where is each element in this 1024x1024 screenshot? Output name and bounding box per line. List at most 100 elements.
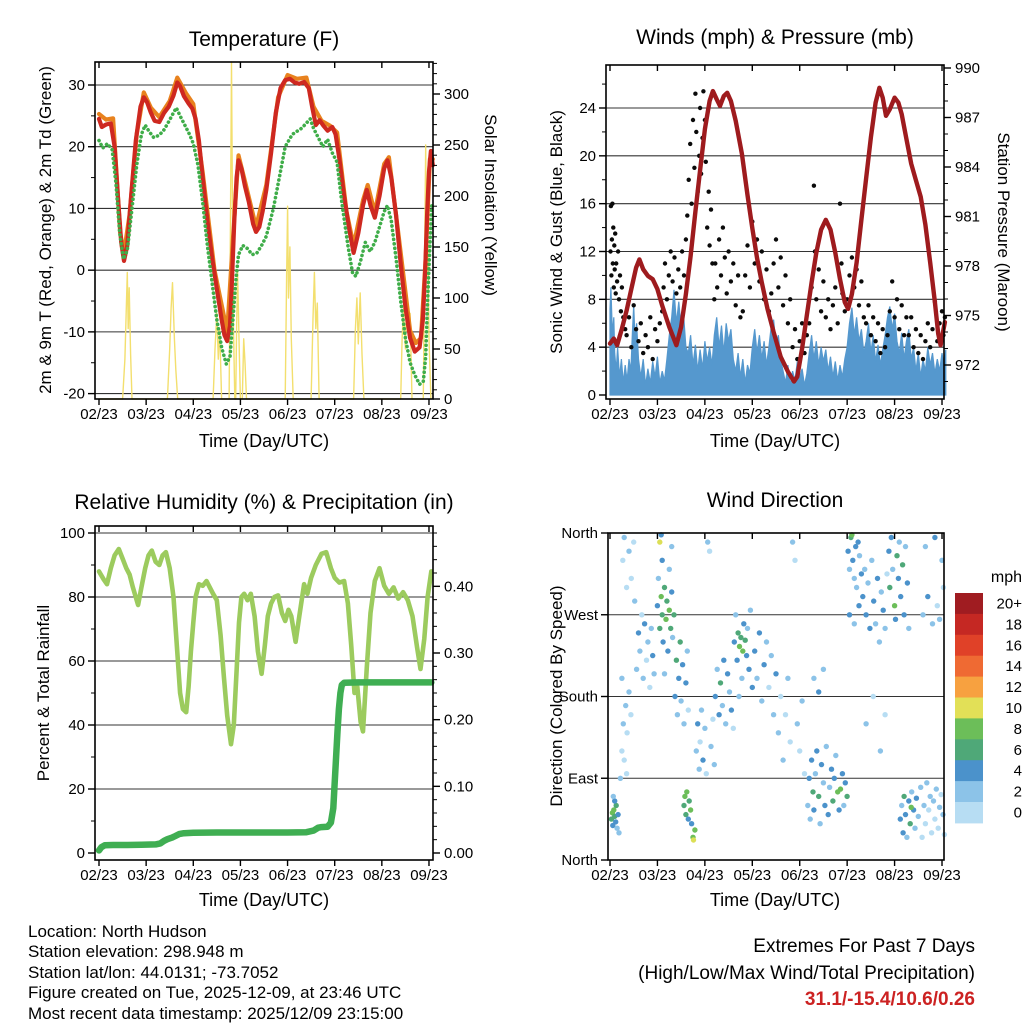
svg-text:100: 100 bbox=[444, 290, 469, 307]
svg-text:0.10: 0.10 bbox=[444, 778, 473, 795]
temperature-ylabel-right: Solar Insolation (Yellow) bbox=[481, 114, 500, 296]
winds-ylabel-left: Sonic Wind & Gust (Blue, Black) bbox=[547, 110, 566, 354]
svg-text:60: 60 bbox=[68, 653, 85, 670]
svg-text:-10: -10 bbox=[63, 324, 85, 341]
wind-direction-title: Wind Direction bbox=[706, 489, 844, 512]
svg-text:975: 975 bbox=[955, 308, 980, 325]
svg-text:05/23: 05/23 bbox=[222, 867, 260, 884]
svg-text:0: 0 bbox=[588, 387, 596, 404]
svg-text:16: 16 bbox=[579, 196, 596, 213]
svg-text:06/23: 06/23 bbox=[781, 406, 819, 423]
svg-text:04/23: 04/23 bbox=[686, 406, 724, 423]
svg-text:981: 981 bbox=[955, 209, 980, 226]
svg-text:14: 14 bbox=[1005, 658, 1022, 675]
svg-text:0.00: 0.00 bbox=[444, 845, 473, 862]
svg-text:150: 150 bbox=[444, 239, 469, 256]
svg-text:-20: -20 bbox=[63, 386, 85, 403]
svg-text:10: 10 bbox=[68, 200, 85, 217]
svg-text:990: 990 bbox=[955, 60, 980, 77]
svg-text:06/23: 06/23 bbox=[269, 406, 307, 423]
svg-text:8: 8 bbox=[1014, 721, 1022, 738]
svg-text:07/23: 07/23 bbox=[828, 867, 866, 884]
svg-text:02/23: 02/23 bbox=[80, 406, 118, 423]
svg-text:05/23: 05/23 bbox=[734, 406, 772, 423]
svg-text:100: 100 bbox=[60, 525, 85, 542]
temperature-xlabel: Time (Day/UTC) bbox=[198, 431, 330, 451]
winds-ylabel-right: Station Pressure (Maroon) bbox=[994, 132, 1013, 332]
svg-text:250: 250 bbox=[444, 137, 469, 154]
svg-text:06/23: 06/23 bbox=[781, 867, 819, 884]
svg-text:02/23: 02/23 bbox=[591, 406, 629, 423]
extremes-subtitle: (High/Low/Max Wind/Total Precipitation) bbox=[638, 962, 975, 984]
svg-text:West: West bbox=[564, 607, 599, 624]
svg-text:20: 20 bbox=[68, 139, 85, 156]
svg-text:40: 40 bbox=[68, 717, 85, 734]
svg-text:20+: 20+ bbox=[997, 596, 1023, 613]
extremes-block: Extremes For Past 7 Days (High/Low/Max W… bbox=[638, 934, 975, 1014]
svg-text:02/23: 02/23 bbox=[80, 867, 118, 884]
svg-text:2: 2 bbox=[1014, 784, 1022, 801]
humidity-xlabel: Time (Day/UTC) bbox=[198, 890, 330, 910]
footer-latlon: Station lat/lon: 44.0131; -73.7052 bbox=[28, 962, 279, 982]
svg-text:4: 4 bbox=[588, 339, 596, 356]
svg-text:07/23: 07/23 bbox=[828, 406, 866, 423]
svg-text:984: 984 bbox=[955, 159, 980, 176]
humidity-precip-title: Relative Humidity (%) & Precipitation (i… bbox=[74, 491, 454, 514]
temperature-ylabel-left: 2m & 9m T (Red, Orange) & 2m Td (Green) bbox=[36, 66, 55, 394]
svg-text:North: North bbox=[561, 525, 598, 542]
svg-text:24: 24 bbox=[579, 100, 596, 117]
svg-text:12: 12 bbox=[579, 244, 596, 261]
winds-pressure-title: Winds (mph) & Pressure (mb) bbox=[636, 26, 914, 49]
winddir-xlabel: Time (Day/UTC) bbox=[709, 890, 841, 910]
humidity-ylabel-left: Percent & Total Rainfall bbox=[34, 604, 53, 782]
footer-timestamp: Most recent data timestamp: 2025/12/09 2… bbox=[28, 1003, 404, 1023]
svg-text:North: North bbox=[561, 852, 598, 869]
svg-text:0: 0 bbox=[1014, 805, 1022, 822]
svg-text:0.20: 0.20 bbox=[444, 712, 473, 729]
svg-text:8: 8 bbox=[588, 291, 596, 308]
footer-elevation: Station elevation: 298.948 m bbox=[28, 942, 244, 962]
svg-text:09/23: 09/23 bbox=[410, 406, 448, 423]
svg-text:04/23: 04/23 bbox=[175, 406, 213, 423]
svg-text:0.30: 0.30 bbox=[444, 645, 473, 662]
svg-text:mph: mph bbox=[991, 569, 1022, 586]
svg-text:02/23: 02/23 bbox=[591, 867, 629, 884]
svg-text:20: 20 bbox=[579, 148, 596, 165]
svg-text:08/23: 08/23 bbox=[876, 867, 914, 884]
svg-text:09/23: 09/23 bbox=[923, 406, 961, 423]
winds-xlabel: Time (Day/UTC) bbox=[709, 431, 841, 451]
svg-text:East: East bbox=[568, 770, 599, 787]
footer-location: Location: North Hudson bbox=[28, 922, 207, 941]
svg-text:09/23: 09/23 bbox=[923, 867, 961, 884]
svg-text:6: 6 bbox=[1014, 742, 1022, 759]
svg-text:08/23: 08/23 bbox=[363, 867, 401, 884]
svg-text:South: South bbox=[559, 689, 598, 706]
svg-text:18: 18 bbox=[1005, 616, 1022, 633]
svg-text:03/23: 03/23 bbox=[639, 406, 677, 423]
svg-text:12: 12 bbox=[1005, 679, 1022, 696]
svg-text:05/23: 05/23 bbox=[222, 406, 260, 423]
svg-text:20: 20 bbox=[68, 781, 85, 798]
svg-text:987: 987 bbox=[955, 110, 980, 127]
svg-text:978: 978 bbox=[955, 258, 980, 275]
svg-text:80: 80 bbox=[68, 589, 85, 606]
svg-text:08/23: 08/23 bbox=[876, 406, 914, 423]
svg-text:03/23: 03/23 bbox=[639, 867, 677, 884]
winddir-ylabel-left: Direction (Colored By Speed) bbox=[547, 585, 566, 807]
svg-text:30: 30 bbox=[68, 77, 85, 94]
svg-text:0.40: 0.40 bbox=[444, 578, 473, 595]
temperature-title: Temperature (F) bbox=[188, 28, 340, 51]
temperature-chart: 02/23 03/23 04/23 05/23 06/23 07/23 08/23 09/23… bbox=[63, 61, 469, 423]
svg-text:03/23: 03/23 bbox=[127, 406, 165, 423]
extremes-title: Extremes For Past 7 Days bbox=[753, 936, 975, 957]
svg-text:972: 972 bbox=[955, 357, 980, 374]
svg-text:09/23: 09/23 bbox=[410, 867, 448, 884]
svg-text:08/23: 08/23 bbox=[363, 406, 401, 423]
svg-text:06/23: 06/23 bbox=[269, 867, 307, 884]
station-footer: Location: North Hudson Station elevation… bbox=[28, 922, 403, 1024]
svg-text:07/23: 07/23 bbox=[316, 406, 354, 423]
svg-text:0: 0 bbox=[77, 262, 85, 279]
svg-text:0: 0 bbox=[77, 845, 85, 862]
svg-text:03/23: 03/23 bbox=[127, 867, 165, 884]
